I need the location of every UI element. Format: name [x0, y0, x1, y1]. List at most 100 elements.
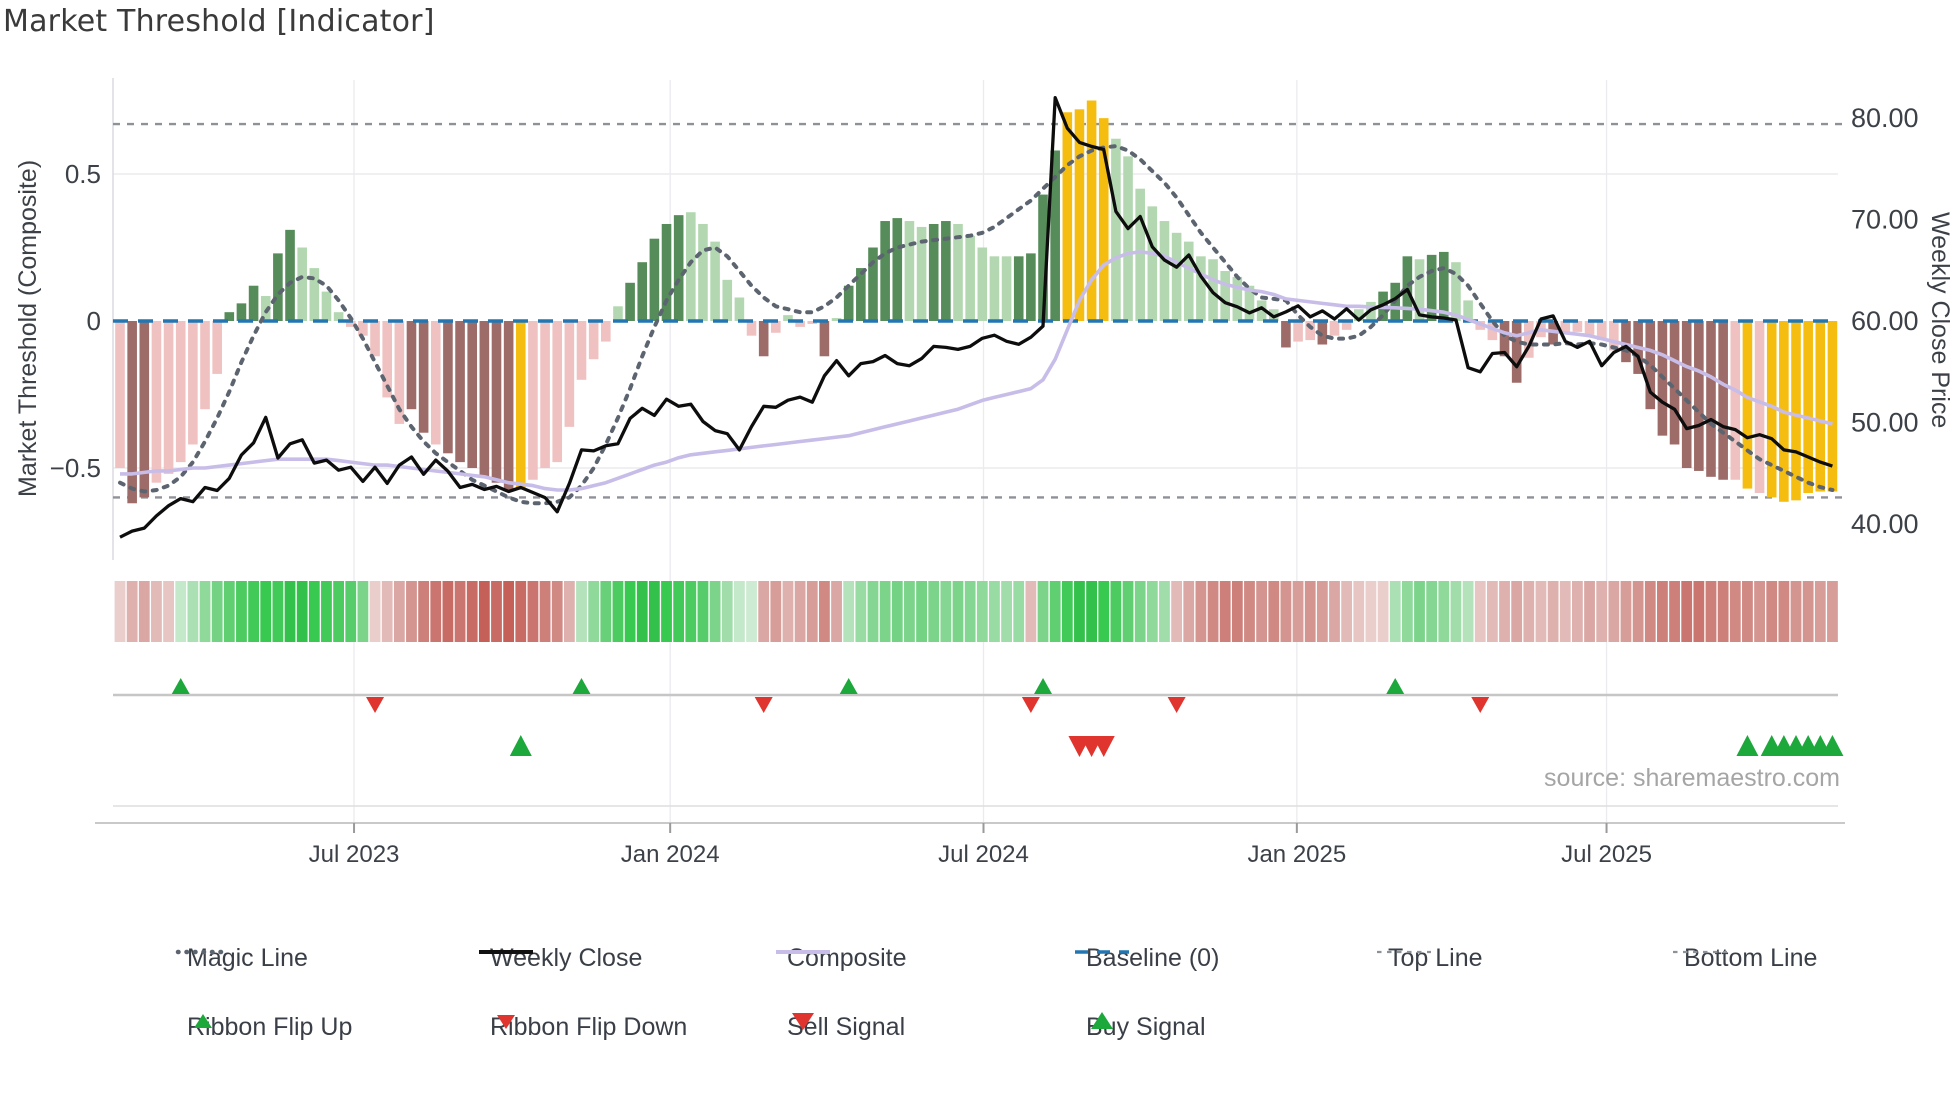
ribbon-cell [151, 581, 162, 642]
ribbon-cell [1632, 581, 1644, 642]
ribbon-cell [576, 581, 587, 642]
ribbon-cell [1037, 581, 1049, 642]
legend-item-bottom-line[interactable]: Bottom Line [1671, 941, 1817, 975]
legend-item-top-line[interactable]: Top Line [1375, 941, 1483, 975]
threshold-bar [637, 262, 648, 321]
ribbon-cell [1669, 581, 1680, 642]
ribbon-cell [430, 581, 442, 642]
ribbon-cell [418, 581, 430, 642]
ribbon-cell [1474, 581, 1486, 642]
legend-item-weekly-close[interactable]: Weekly Close [477, 941, 642, 975]
tick-label: 0.5 [65, 159, 101, 189]
ribbon-flip-up-icon [1386, 678, 1405, 694]
ribbon-cell [454, 581, 466, 642]
small-dash-line-icon [1377, 950, 1431, 954]
legend-item-sell-signal[interactable]: Sell Signal [774, 1010, 905, 1044]
ribbon-cell [1292, 581, 1304, 642]
legend-item-composite[interactable]: Composite [774, 941, 907, 975]
tick-label: Jul 2024 [938, 841, 1029, 868]
ribbon-cell [794, 581, 806, 642]
legend-item-magic-line[interactable]: Magic Line [174, 941, 308, 975]
threshold-bar [1681, 321, 1692, 468]
legend-label: Composite [787, 943, 907, 972]
ribbon-flip-down-icon [1471, 697, 1490, 713]
threshold-bar [1499, 321, 1510, 357]
ribbon-cell [223, 581, 235, 642]
source-credit: source: sharemaestro.com [1544, 764, 1840, 792]
ribbon-cell [1268, 581, 1280, 642]
ribbon-cell [503, 581, 515, 642]
ribbon-cell [1183, 581, 1195, 642]
ribbon-cell [236, 581, 247, 642]
ribbon-cell [369, 581, 381, 642]
ribbon-cell [1511, 581, 1523, 642]
ribbon-cell [928, 581, 940, 642]
buy-signal-icon [1736, 735, 1759, 756]
threshold-bar [1414, 259, 1425, 321]
threshold-bar [771, 321, 781, 333]
threshold-bar [649, 238, 660, 321]
threshold-bar [163, 321, 174, 474]
threshold-bar [1791, 321, 1801, 501]
legend-item-baseline-0-[interactable]: Baseline (0) [1073, 941, 1219, 975]
legend-item-ribbon-flip-up[interactable]: Ribbon Flip Up [174, 1010, 352, 1044]
ribbon-cell [1535, 581, 1547, 642]
threshold-bar [248, 285, 259, 321]
ribbon-cell [612, 581, 624, 642]
ribbon-cell [648, 581, 660, 642]
threshold-bar [479, 321, 490, 477]
ribbon-cell [284, 581, 296, 642]
ribbon-cell [563, 581, 575, 642]
legend-label: Top Line [1388, 943, 1483, 972]
ribbon-cell [891, 581, 903, 642]
ribbon-cell [746, 581, 757, 642]
tick-label: 70.00 [1851, 205, 1919, 235]
ribbon-cell [709, 581, 721, 642]
threshold-bar [467, 321, 478, 468]
ribbon-cell [321, 581, 332, 642]
buy-sell-signal-markers [509, 735, 1844, 757]
threshold-bar [1718, 321, 1728, 480]
ribbon-cell [248, 581, 259, 642]
threshold-bar [382, 321, 392, 398]
ribbon-cell [211, 581, 223, 642]
ribbon-cell [916, 581, 927, 642]
buy-signal-icon [509, 735, 532, 756]
legend-item-buy-signal[interactable]: Buy Signal [1073, 1010, 1206, 1044]
triangle-up-icon [1091, 1012, 1113, 1029]
threshold-bar [928, 223, 939, 321]
weekly-close-line [119, 96, 1833, 539]
threshold-bar [1669, 321, 1680, 445]
threshold-bar [236, 303, 247, 321]
ribbon-cell [1717, 581, 1729, 642]
threshold-bar [710, 241, 720, 321]
threshold-bar [1013, 256, 1024, 321]
threshold-bar [1256, 300, 1267, 321]
threshold-bar [1706, 321, 1716, 477]
threshold-bar [309, 268, 320, 321]
threshold-bar [1621, 321, 1631, 363]
tick-label: 60.00 [1851, 306, 1919, 336]
ribbon-cell [357, 581, 369, 642]
threshold-bar [127, 321, 137, 504]
ribbon-cell [697, 581, 709, 642]
threshold-bar [1439, 251, 1449, 321]
threshold-bar [564, 321, 575, 427]
ribbon-cell [1304, 581, 1316, 642]
threshold-bar [1730, 321, 1741, 480]
threshold-bar [916, 226, 927, 321]
threshold-bar [552, 321, 563, 463]
ribbon-cell [1742, 581, 1753, 642]
ribbon-cell [1171, 581, 1183, 642]
legend-item-ribbon-flip-down[interactable]: Ribbon Flip Down [477, 1010, 687, 1044]
ribbon-cell [272, 581, 284, 642]
ribbon-cell [114, 581, 126, 642]
ribbon-cell [1110, 581, 1122, 642]
threshold-bar [1524, 321, 1534, 358]
ribbon-cell [1584, 581, 1595, 642]
axis-tick-labels: 0.5 0 −0.5 80.00 70.00 60.00 50.00 40.00 Jul 202… [50, 103, 1919, 868]
threshold-bar [1754, 321, 1765, 493]
threshold-bar [1001, 256, 1012, 321]
threshold-bar [321, 291, 332, 321]
ribbon-cell [1365, 581, 1377, 642]
